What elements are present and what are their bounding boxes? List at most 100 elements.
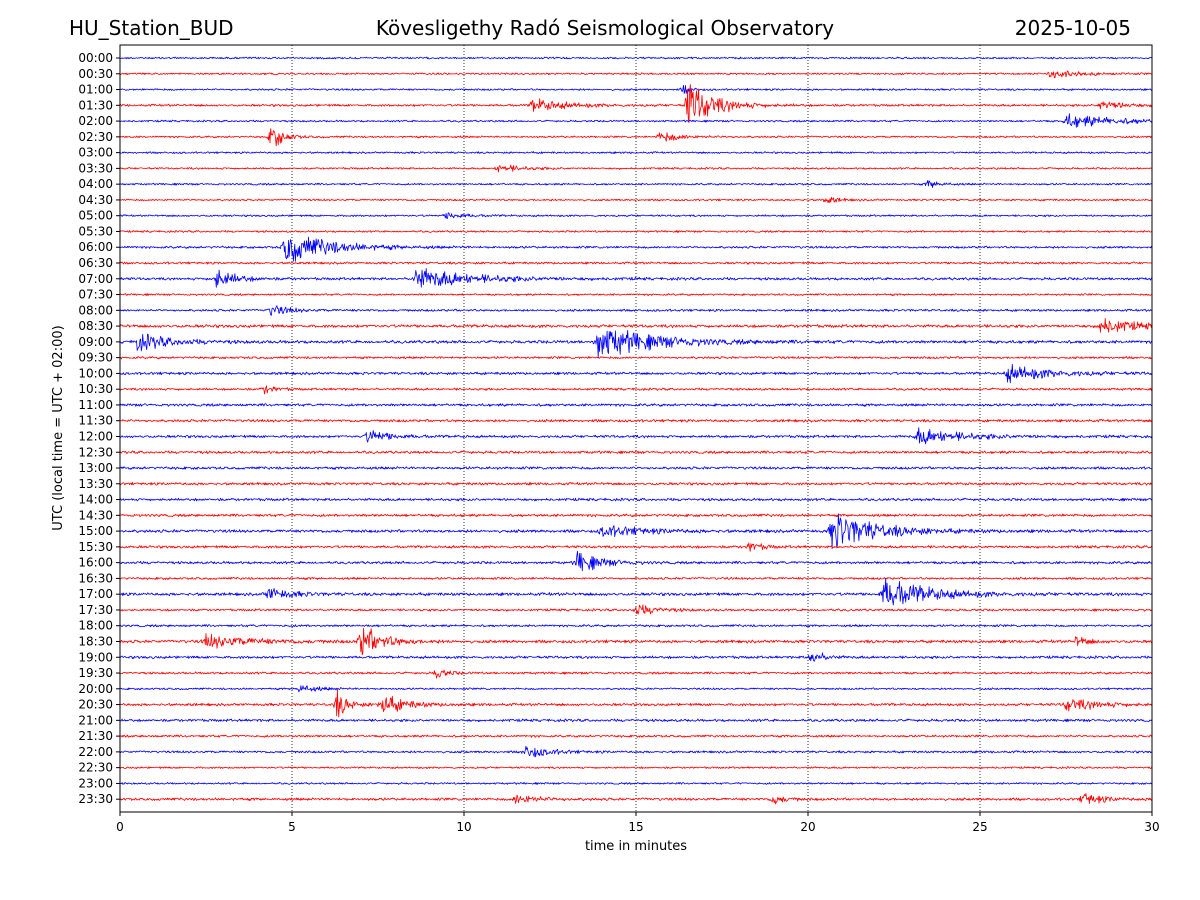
trace-1400 — [119, 497, 1153, 502]
trace-1630 — [119, 576, 1153, 581]
y-tick-label: 11:30 — [78, 414, 113, 428]
y-tick-label: 04:00 — [78, 177, 113, 191]
y-tick-label: 10:30 — [78, 382, 113, 396]
trace-0300 — [119, 151, 1153, 154]
x-tick-label: 5 — [288, 820, 296, 834]
trace-0730 — [119, 293, 1153, 296]
trace-2130 — [119, 734, 1153, 738]
y-tick-label: 05:30 — [78, 224, 113, 238]
trace-0130 — [119, 84, 1153, 124]
x-tick-label: 20 — [800, 820, 815, 834]
y-tick-label: 19:00 — [78, 650, 113, 664]
x-tick-label: 0 — [116, 820, 124, 834]
y-tick-label: 08:30 — [78, 319, 113, 333]
station-title: HU_Station_BUD — [69, 16, 234, 40]
trace-0500 — [119, 212, 1153, 219]
date-title: 2025-10-05 — [1015, 16, 1131, 40]
y-tick-label: 18:30 — [78, 634, 113, 648]
plot-frame — [119, 44, 1153, 813]
trace-1700 — [119, 577, 1153, 606]
trace-2030 — [119, 689, 1153, 718]
trace-1230 — [119, 450, 1153, 455]
trace-0700 — [119, 268, 1153, 288]
y-tick-label: 17:30 — [78, 603, 113, 617]
trace-1030 — [119, 385, 1153, 395]
trace-2000 — [119, 685, 1153, 693]
x-tick-label: 15 — [628, 820, 643, 834]
trace-0000 — [119, 56, 1153, 60]
trace-0630 — [119, 261, 1153, 265]
trace-2200 — [119, 745, 1153, 758]
trace-1530 — [119, 542, 1153, 552]
y-tick-label: 10:00 — [78, 366, 113, 380]
trace-1500 — [119, 513, 1153, 550]
trace-0400 — [119, 180, 1153, 188]
trace-2300 — [119, 782, 1153, 785]
trace-1300 — [119, 466, 1153, 470]
y-tick-label: 05:00 — [78, 209, 113, 223]
y-tick-label: 02:00 — [78, 114, 113, 128]
trace-0600 — [119, 236, 1153, 262]
trace-1100 — [119, 403, 1153, 407]
trace-0200 — [119, 113, 1153, 128]
y-tick-label: 08:00 — [78, 303, 113, 317]
trace-1730 — [119, 604, 1153, 615]
y-tick-label: 14:00 — [78, 493, 113, 507]
y-axis-label: UTC (local time = UTC + 02:00) — [51, 325, 66, 530]
y-tick-label: 04:30 — [78, 193, 113, 207]
x-axis-ticks: 0 5 10 15 20 25 30 — [116, 812, 1160, 834]
y-tick-label: 13:00 — [78, 461, 113, 475]
y-tick-label: 01:30 — [78, 98, 113, 112]
trace-0830 — [119, 318, 1153, 333]
x-tick-label: 25 — [972, 820, 987, 834]
x-tick-label: 30 — [1144, 820, 1159, 834]
trace-0100 — [119, 84, 1153, 94]
trace-0230 — [119, 128, 1153, 147]
y-tick-label: 13:30 — [78, 477, 113, 491]
y-tick-label: 00:00 — [78, 51, 113, 65]
y-tick-label: 00:30 — [78, 67, 113, 81]
y-tick-label: 02:30 — [78, 130, 113, 144]
y-tick-label: 12:00 — [78, 429, 113, 443]
y-tick-label: 21:00 — [78, 713, 113, 727]
trace-0800 — [119, 305, 1153, 316]
trace-0930 — [119, 356, 1153, 360]
y-tick-label: 16:00 — [78, 556, 113, 570]
y-tick-label: 15:00 — [78, 524, 113, 538]
y-tick-label: 07:30 — [78, 288, 113, 302]
y-tick-label: 14:30 — [78, 508, 113, 522]
trace-1600 — [119, 550, 1153, 572]
trace-1930 — [119, 669, 1153, 679]
grid-lines — [291, 45, 981, 812]
trace-1800 — [119, 624, 1153, 628]
trace-1900 — [119, 652, 1153, 662]
y-tick-label: 03:00 — [78, 146, 113, 160]
y-tick-label: 06:00 — [78, 240, 113, 254]
trace-2100 — [119, 718, 1153, 723]
y-tick-label: 18:00 — [78, 619, 113, 633]
y-tick-label: 09:00 — [78, 335, 113, 349]
observatory-title: Kövesligethy Radó Seismological Observat… — [376, 16, 834, 40]
seismic-traces — [119, 56, 1153, 805]
trace-2330 — [119, 793, 1153, 805]
y-tick-label: 06:30 — [78, 256, 113, 270]
trace-0430 — [119, 196, 1153, 203]
x-tick-label: 10 — [456, 820, 471, 834]
y-tick-label: 19:30 — [78, 666, 113, 680]
trace-1200 — [119, 427, 1153, 445]
y-tick-label: 23:30 — [78, 792, 113, 806]
y-tick-label: 20:30 — [78, 698, 113, 712]
y-tick-label: 17:00 — [78, 587, 113, 601]
trace-0530 — [119, 230, 1153, 233]
y-tick-label: 21:30 — [78, 729, 113, 743]
y-tick-label: 22:30 — [78, 761, 113, 775]
y-tick-label: 01:00 — [78, 83, 113, 97]
y-tick-label: 12:30 — [78, 445, 113, 459]
trace-0030 — [119, 70, 1153, 79]
trace-1000 — [119, 363, 1153, 384]
y-tick-label: 03:30 — [78, 161, 113, 175]
y-tick-label: 16:30 — [78, 571, 113, 585]
y-tick-label: 20:00 — [78, 682, 113, 696]
